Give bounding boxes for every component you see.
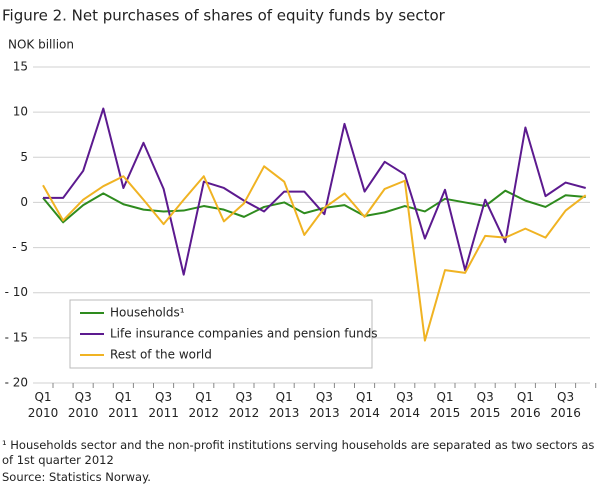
y-tick-label: - 10 bbox=[5, 285, 28, 299]
x-tick-label: Q3 2014 bbox=[389, 390, 421, 420]
x-tick-label: Q1 2010 bbox=[27, 390, 59, 420]
footnote: ¹ Households sector and the non-profit i… bbox=[2, 438, 595, 467]
x-tick-label: Q3 2010 bbox=[67, 390, 99, 420]
y-tick-label: - 20 bbox=[5, 376, 28, 390]
y-axis-label: NOK billion bbox=[8, 38, 74, 52]
x-tick-label: Q3 2013 bbox=[309, 390, 340, 420]
series-line bbox=[42, 189, 586, 224]
y-tick-label: - 15 bbox=[5, 330, 28, 344]
x-tick-label: Q3 2016 bbox=[550, 390, 581, 420]
y-tick-label: 15 bbox=[13, 60, 28, 74]
series-line bbox=[42, 165, 587, 342]
x-tick-label: Q1 2013 bbox=[268, 390, 300, 420]
y-tick-label: 5 bbox=[20, 150, 28, 164]
legend-label: Life insurance companies and pension fun… bbox=[110, 327, 378, 341]
x-tick-label: Q3 2012 bbox=[228, 390, 260, 420]
x-tick-label: Q3 2011 bbox=[148, 390, 179, 420]
source: Source: Statistics Norway. bbox=[2, 470, 151, 484]
y-tick-label: 10 bbox=[13, 105, 28, 119]
legend-label: Rest of the world bbox=[110, 348, 212, 362]
x-tick-label: Q1 2015 bbox=[429, 390, 461, 420]
x-tick-label: Q1 2014 bbox=[349, 390, 380, 420]
x-tick-label: Q3 2015 bbox=[469, 390, 501, 420]
y-tick-label: 0 bbox=[20, 195, 28, 209]
legend-label: Households¹ bbox=[110, 306, 185, 320]
y-tick-label: - 5 bbox=[12, 240, 28, 254]
chart-title: Figure 2. Net purchases of shares of equ… bbox=[2, 7, 446, 25]
x-tick-label: Q1 2016 bbox=[510, 390, 541, 420]
x-tick-label: Q1 2011 bbox=[108, 390, 139, 420]
x-tick-label: Q1 2012 bbox=[188, 390, 220, 420]
series-line bbox=[43, 107, 586, 276]
legend-box bbox=[69, 299, 373, 369]
